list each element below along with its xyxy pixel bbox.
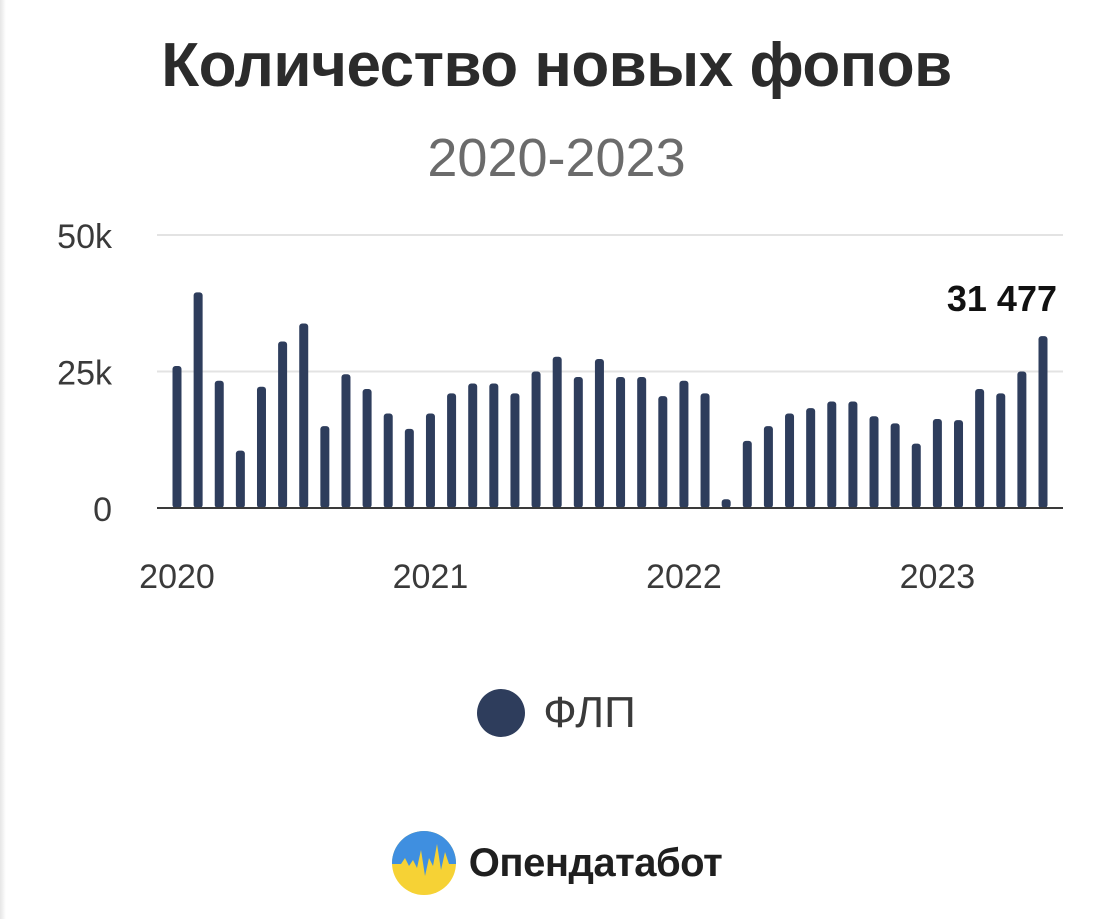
bar bbox=[616, 376, 626, 508]
legend-label: ФЛП bbox=[543, 688, 636, 737]
bar bbox=[1038, 336, 1048, 508]
bar bbox=[763, 426, 773, 508]
bar bbox=[1017, 371, 1027, 508]
opendatabot-logo-icon bbox=[391, 831, 456, 895]
bar bbox=[594, 358, 604, 508]
bar bbox=[510, 393, 520, 508]
bar bbox=[848, 401, 858, 508]
chart-legend: ФЛП bbox=[0, 688, 1113, 738]
bar bbox=[299, 323, 309, 508]
bar bbox=[425, 413, 435, 508]
bar bbox=[531, 371, 541, 508]
bar bbox=[256, 386, 266, 508]
bar bbox=[278, 341, 288, 508]
bar bbox=[911, 443, 921, 508]
bar bbox=[996, 393, 1006, 508]
bar bbox=[193, 292, 203, 508]
legend-swatch bbox=[477, 689, 526, 737]
bar bbox=[573, 376, 583, 508]
bar bbox=[975, 388, 985, 508]
bar bbox=[341, 374, 351, 508]
y-tick-label: 25k bbox=[57, 355, 113, 393]
bar bbox=[658, 396, 668, 508]
bar bbox=[827, 401, 837, 508]
y-tick-label: 50k bbox=[57, 218, 113, 256]
bar bbox=[320, 426, 330, 508]
bar bbox=[489, 383, 499, 508]
bar bbox=[447, 393, 457, 508]
bar bbox=[552, 356, 562, 508]
brand-name: Опендатабот bbox=[468, 840, 723, 885]
bar bbox=[383, 413, 393, 508]
y-tick-label: 0 bbox=[93, 491, 112, 529]
x-tick-label: 2023 bbox=[900, 558, 976, 596]
bar bbox=[954, 420, 964, 508]
bar bbox=[404, 428, 414, 508]
x-tick-label: 2022 bbox=[646, 558, 722, 596]
bar bbox=[890, 423, 900, 508]
bar bbox=[214, 380, 224, 508]
bar bbox=[700, 393, 710, 508]
x-tick-label: 2021 bbox=[393, 558, 469, 596]
left-edge-shadow bbox=[0, 0, 6, 919]
bar bbox=[869, 416, 879, 508]
chart-title: Количество новых фопов bbox=[161, 31, 952, 100]
bar bbox=[785, 413, 795, 508]
bar bbox=[742, 440, 752, 508]
bar bbox=[362, 388, 372, 508]
bar bbox=[932, 419, 942, 508]
bar bbox=[637, 376, 647, 508]
x-tick-label: 2020 bbox=[139, 558, 215, 596]
bar bbox=[235, 450, 245, 508]
brand-footer: Опендатабот bbox=[0, 830, 1113, 896]
bar bbox=[679, 380, 689, 508]
bar bbox=[172, 366, 182, 508]
bar bbox=[468, 383, 478, 508]
bar bbox=[806, 408, 816, 508]
data-label: 31 477 bbox=[947, 278, 1057, 319]
bar-chart: 0 25k 50k 2020 2021 2022 2023 31 477 bbox=[57, 218, 1063, 596]
bar bbox=[721, 499, 731, 508]
chart-subtitle: 2020-2023 bbox=[427, 128, 686, 188]
